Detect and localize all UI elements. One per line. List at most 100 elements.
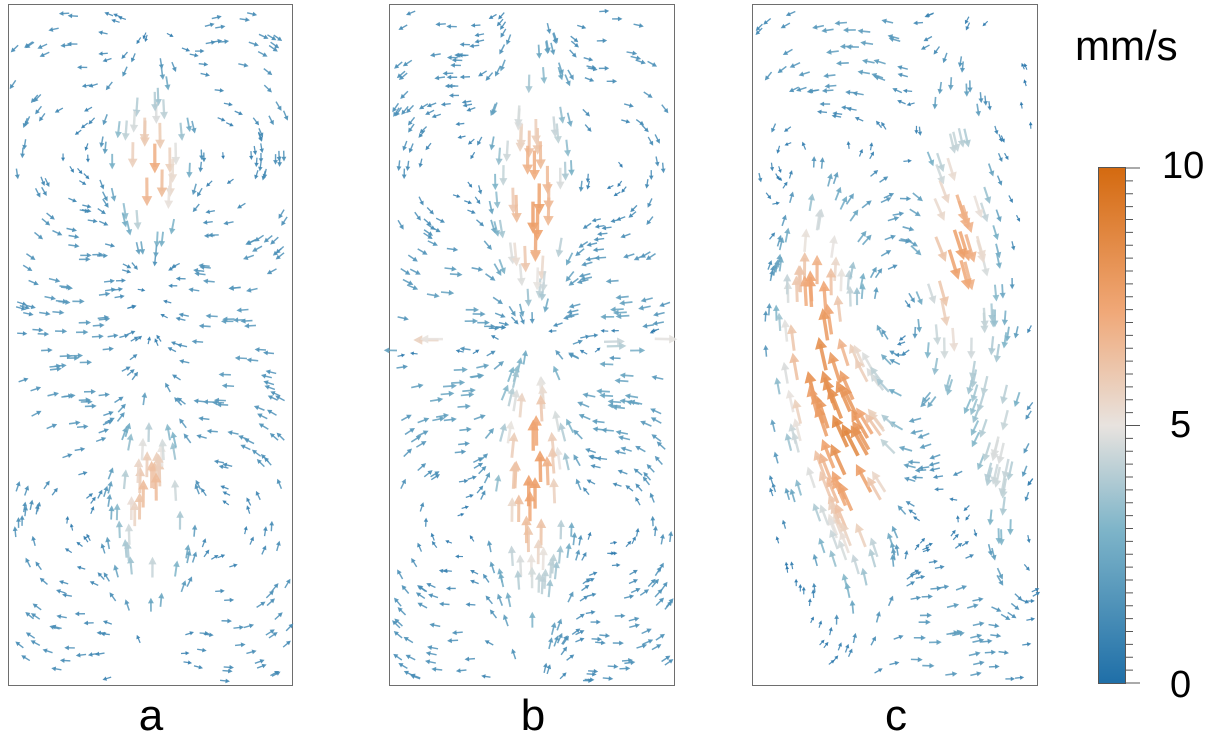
velocity-arrow <box>819 101 831 107</box>
velocity-arrow <box>122 66 128 77</box>
velocity-arrow <box>956 515 960 523</box>
velocity-arrow <box>234 642 246 648</box>
velocity-arrow <box>650 515 656 527</box>
velocity-arrow <box>837 338 850 367</box>
velocity-arrow <box>417 585 427 592</box>
velocity-arrow <box>267 34 277 41</box>
velocity-arrow <box>643 471 652 481</box>
velocity-arrow <box>910 429 923 435</box>
velocity-arrow <box>465 602 476 607</box>
velocity-arrow <box>461 99 472 105</box>
velocity-arrow <box>655 633 665 641</box>
velocity-arrow <box>30 613 41 620</box>
velocity-arrow <box>975 103 981 117</box>
velocity-arrow <box>536 44 543 59</box>
velocity-arrow <box>48 277 61 283</box>
velocity-arrow <box>165 382 171 393</box>
velocity-arrow <box>599 361 614 368</box>
velocity-arrow <box>74 611 85 617</box>
velocity-arrow <box>177 122 186 141</box>
velocity-arrow <box>101 191 108 202</box>
velocity-arrow <box>69 523 74 531</box>
velocity-arrow <box>855 523 867 548</box>
velocity-arrow <box>265 369 277 375</box>
velocity-arrow <box>131 262 138 270</box>
velocity-arrow <box>129 110 139 133</box>
velocity-arrow <box>114 396 124 404</box>
velocity-arrow <box>497 568 504 583</box>
velocity-arrow <box>402 140 408 151</box>
velocity-arrow <box>996 574 1004 586</box>
velocity-arrow <box>430 532 435 541</box>
velocity-arrow <box>191 524 198 537</box>
velocity-arrow <box>25 632 36 639</box>
velocity-arrow <box>812 503 822 522</box>
velocity-arrow <box>282 110 289 121</box>
velocity-arrow <box>587 66 598 72</box>
velocity-arrow <box>621 186 627 193</box>
velocity-arrow <box>10 44 19 53</box>
velocity-arrow <box>664 600 673 610</box>
velocity-arrow <box>916 318 922 333</box>
velocity-arrow <box>550 116 559 138</box>
velocity-arrow <box>406 10 416 16</box>
velocity-arrow <box>1026 617 1036 622</box>
velocity-arrow <box>556 167 565 190</box>
velocity-arrow <box>245 239 256 245</box>
velocity-arrow <box>623 253 635 259</box>
velocity-arrow <box>897 99 906 105</box>
velocity-arrow <box>453 366 468 373</box>
velocity-arrow <box>464 318 479 324</box>
velocity-arrow <box>565 252 574 266</box>
velocity-arrow <box>588 571 598 576</box>
velocity-arrow <box>107 480 113 494</box>
velocity-arrow <box>483 472 491 484</box>
velocity-arrow <box>488 200 495 215</box>
velocity-arrow <box>61 393 74 399</box>
velocity-arrow <box>919 443 932 450</box>
velocity-arrow <box>505 420 515 444</box>
velocity-arrow <box>52 229 63 236</box>
velocity-arrow <box>565 542 572 558</box>
velocity-arrow <box>511 242 521 267</box>
velocity-arrow <box>426 582 436 589</box>
colorbar-ticks <box>1126 167 1140 684</box>
velocity-arrow <box>936 152 945 173</box>
velocity-arrow <box>495 147 503 166</box>
velocity-arrow <box>609 355 621 361</box>
velocity-arrow <box>425 651 437 657</box>
velocity-arrow <box>600 328 609 333</box>
velocity-arrow <box>24 485 30 496</box>
velocity-arrow <box>531 118 541 145</box>
velocity-arrow <box>784 227 791 243</box>
velocity-arrow <box>654 156 660 167</box>
velocity-arrow <box>822 303 835 335</box>
velocity-arrow <box>178 312 189 318</box>
velocity-arrow <box>966 603 979 609</box>
velocity-arrow <box>933 324 942 346</box>
velocity-arrow <box>14 168 20 180</box>
velocity-arrow <box>612 640 624 646</box>
velocity-arrow <box>442 383 457 389</box>
velocity-arrow <box>918 619 931 625</box>
velocity-arrow <box>647 578 656 587</box>
velocity-arrow <box>192 203 200 213</box>
velocity-arrow <box>469 43 480 49</box>
velocity-arrow <box>631 536 636 545</box>
velocity-arrow <box>425 142 432 151</box>
velocity-arrow <box>477 319 490 326</box>
velocity-arrow <box>417 430 429 437</box>
velocity-arrow <box>83 620 94 626</box>
velocity-arrow <box>252 245 263 252</box>
velocity-arrow <box>1004 152 1009 161</box>
velocity-arrow <box>830 256 841 282</box>
velocity-arrow <box>47 391 59 397</box>
velocity-arrow <box>555 237 564 258</box>
velocity-arrow <box>485 72 494 81</box>
velocity-arrow <box>417 248 428 255</box>
velocity-arrow <box>557 519 565 540</box>
velocity-arrow <box>147 597 154 612</box>
velocity-arrow <box>252 145 258 156</box>
velocity-arrow <box>602 676 614 681</box>
velocity-arrow <box>457 135 466 140</box>
